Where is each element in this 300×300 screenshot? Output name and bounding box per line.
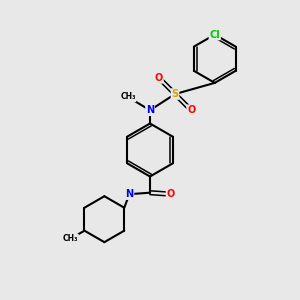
Text: O: O: [167, 189, 175, 199]
Text: CH₃: CH₃: [120, 92, 136, 101]
Text: O: O: [155, 73, 163, 83]
Text: CH₃: CH₃: [63, 234, 78, 243]
Text: N: N: [146, 105, 154, 115]
Text: O: O: [187, 105, 195, 115]
Text: S: S: [172, 89, 178, 99]
Text: N: N: [125, 189, 134, 199]
Text: Cl: Cl: [209, 30, 220, 40]
